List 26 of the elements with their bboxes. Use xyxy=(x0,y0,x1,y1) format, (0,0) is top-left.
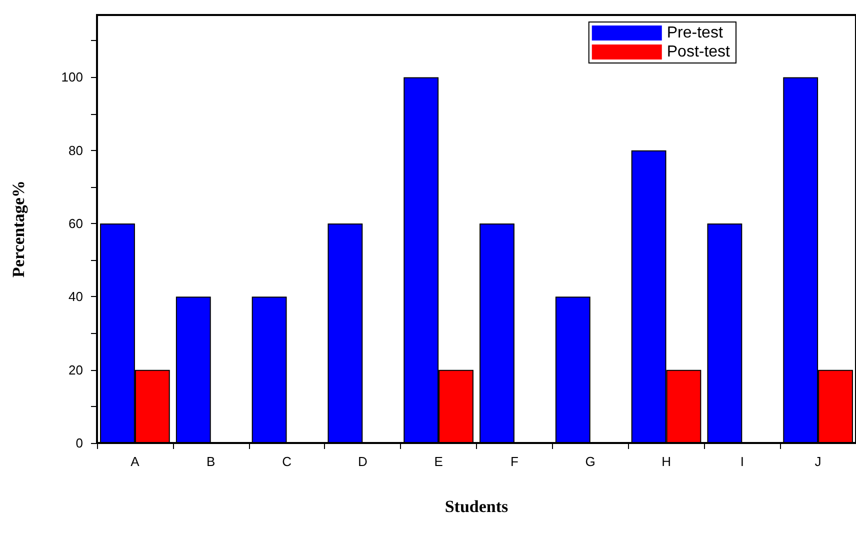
bar xyxy=(555,296,590,443)
x-tick-label: C xyxy=(282,454,292,469)
y-tick-label: 60 xyxy=(68,216,83,232)
y-tick-label: 20 xyxy=(68,362,83,378)
legend-label: Pre-test xyxy=(666,24,724,42)
y-tick-label: 0 xyxy=(76,436,83,450)
y-tick-label: 40 xyxy=(68,289,83,304)
bar xyxy=(328,224,363,443)
x-tick-label: F xyxy=(510,454,518,469)
y-tick-label: 100 xyxy=(61,70,83,85)
x-tick-label: B xyxy=(206,454,216,469)
x-tick-label: A xyxy=(130,454,140,469)
legend-label: Post-test xyxy=(666,44,731,60)
bar xyxy=(707,224,742,443)
x-tick-label: H xyxy=(662,454,671,469)
x-tick-label: I xyxy=(740,454,744,469)
x-axis-title: Students xyxy=(444,497,509,516)
x-tick-label: G xyxy=(585,454,596,469)
bar xyxy=(252,296,287,443)
bar xyxy=(176,296,211,443)
x-tick-label: E xyxy=(434,454,444,469)
x-tick-label: D xyxy=(358,454,368,469)
y-tick-label: 80 xyxy=(68,142,83,158)
x-tick-label: J xyxy=(814,454,822,469)
bar xyxy=(480,224,514,443)
y-axis-title: Percentage% xyxy=(9,180,28,278)
